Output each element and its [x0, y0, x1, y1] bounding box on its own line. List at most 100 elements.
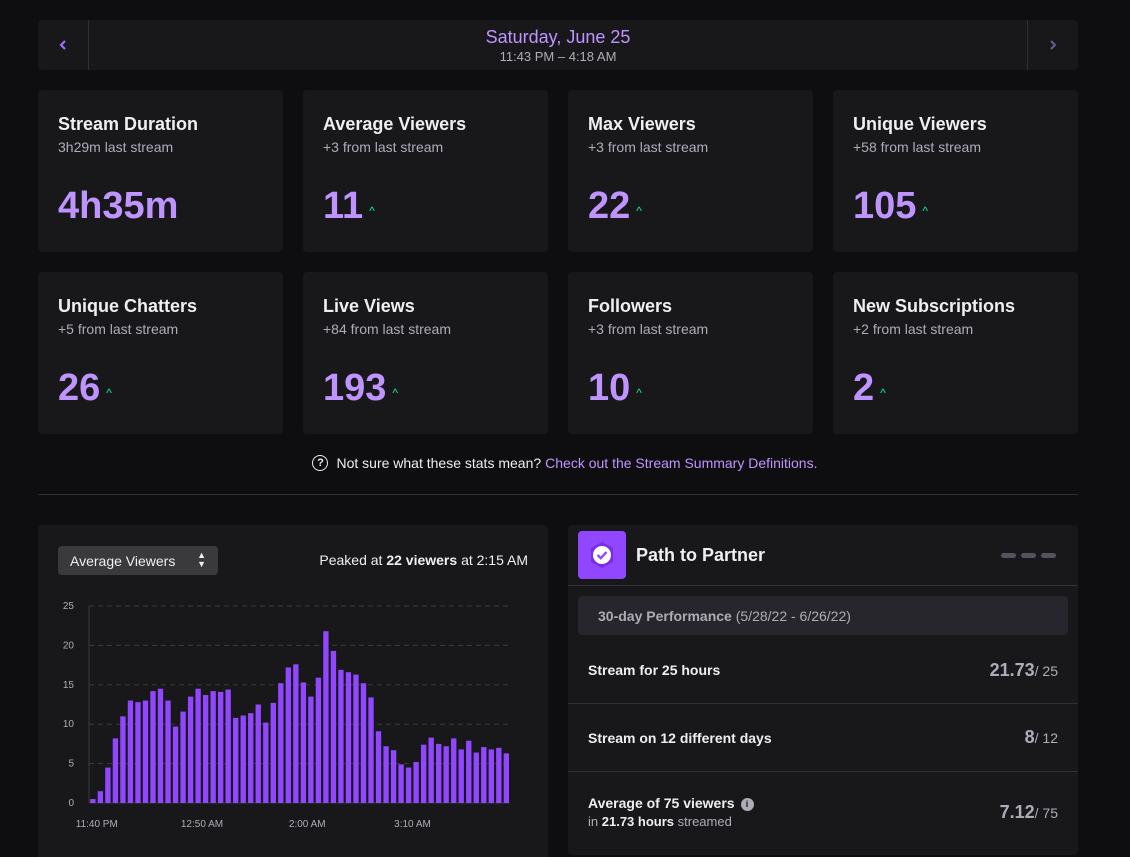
trend-up-icon: ^: [392, 386, 399, 400]
ptp-row-label: Average of 75 viewers: [588, 795, 735, 811]
metric-select[interactable]: Average Viewers ▲ ▼: [58, 546, 218, 575]
chart-bar[interactable]: [293, 664, 299, 803]
chart-bar[interactable]: [248, 713, 254, 803]
up-down-caret-icon: ▲ ▼: [197, 550, 206, 569]
chart-bar[interactable]: [496, 747, 502, 803]
chart-bar[interactable]: [451, 738, 457, 803]
stat-value: 2: [853, 367, 875, 409]
trend-up-icon: ^: [369, 204, 375, 218]
chart-bar[interactable]: [127, 700, 134, 803]
chart-bar[interactable]: [187, 696, 194, 803]
previous-stream-button[interactable]: [38, 20, 89, 70]
stat-card-followers: Followers +3 from last stream 10 ^: [568, 272, 813, 434]
date-navigator: Saturday, June 25 11:43 PM – 4:18 AM: [38, 20, 1078, 70]
chart-bar[interactable]: [503, 753, 509, 803]
chart-bar[interactable]: [263, 722, 269, 803]
chart-bar[interactable]: [240, 715, 246, 803]
stat-subtitle: 3h29m last stream: [58, 139, 174, 155]
stream-time-range: 11:43 PM – 4:18 AM: [499, 48, 617, 64]
chart-bar[interactable]: [323, 631, 329, 803]
chart-bar[interactable]: [180, 711, 186, 803]
chart-bar[interactable]: [443, 746, 449, 803]
stat-value: 4h35m: [58, 185, 179, 227]
stream-summary-definitions-link[interactable]: Check out the Stream Summary Definitions…: [545, 455, 818, 471]
chart-bar[interactable]: [105, 767, 111, 803]
chart-bar[interactable]: [345, 672, 352, 803]
ptp-row-total: / 75: [1034, 804, 1058, 821]
chart-bar[interactable]: [375, 731, 382, 803]
chart-bar[interactable]: [120, 716, 126, 803]
chart-bar[interactable]: [466, 740, 472, 803]
chart-bar[interactable]: [353, 674, 359, 803]
y-tick-label: 10: [63, 719, 75, 730]
ptp-row-value: 7.12: [999, 801, 1035, 822]
stat-value: 10: [588, 367, 631, 409]
chart-bar[interactable]: [458, 749, 464, 803]
stat-title: Average Viewers: [323, 114, 467, 134]
stat-title: Followers: [588, 296, 673, 316]
ptp-row-value: 21.73: [989, 659, 1035, 680]
chart-bar[interactable]: [338, 669, 344, 803]
stat-title: Live Views: [323, 296, 415, 316]
ptp-row-total: / 25: [1034, 662, 1058, 679]
ptp-sub-prefix: in: [588, 814, 599, 829]
stat-card-stream-duration: Stream Duration 3h29m last stream 4h35m: [38, 90, 283, 252]
chart-bar[interactable]: [383, 746, 389, 803]
chart-bar[interactable]: [278, 683, 284, 803]
info-icon[interactable]: i: [740, 797, 754, 811]
ptp-sub-hours: 21.73 hours: [601, 814, 675, 829]
chart-bar[interactable]: [315, 677, 322, 803]
chart-bar[interactable]: [360, 683, 367, 803]
stat-subtitle: +3 from last stream: [588, 139, 709, 155]
chart-bar[interactable]: [165, 700, 171, 803]
chart-bar[interactable]: [420, 744, 427, 803]
ptp-row-hours: Stream for 25 hours 21.73/ 25: [568, 637, 1078, 704]
chart-bar[interactable]: [233, 717, 239, 803]
chart-bar[interactable]: [195, 688, 201, 803]
stat-value: 11: [323, 185, 364, 227]
chart-bar[interactable]: [300, 682, 307, 803]
chart-bar[interactable]: [210, 691, 216, 803]
chart-bar[interactable]: [135, 702, 141, 803]
stats-help: ? Not sure what these stats mean? Check …: [0, 455, 1130, 471]
chart-bar[interactable]: [90, 799, 96, 803]
chart-bar[interactable]: [436, 743, 442, 803]
section-divider: [38, 494, 1078, 495]
stream-date: Saturday, June 25: [485, 26, 631, 47]
chart-bar[interactable]: [270, 702, 276, 803]
chart-bar[interactable]: [481, 747, 487, 803]
chart-bar[interactable]: [157, 688, 164, 803]
trend-up-icon: ^: [880, 386, 886, 400]
chart-bar[interactable]: [405, 767, 412, 803]
chart-bar[interactable]: [390, 750, 397, 803]
ptp-title: Path to Partner: [636, 544, 766, 565]
chart-bar[interactable]: [255, 704, 261, 804]
next-stream-button[interactable]: [1027, 20, 1078, 70]
chart-bar[interactable]: [428, 737, 434, 803]
stat-subtitle: +2 from last stream: [853, 321, 974, 337]
chart-bar[interactable]: [330, 650, 337, 803]
chart-bar[interactable]: [225, 689, 231, 803]
chart-bar[interactable]: [97, 791, 104, 803]
chart-bar[interactable]: [150, 691, 156, 803]
chart-bar[interactable]: [202, 695, 209, 803]
chart-bar[interactable]: [112, 738, 119, 803]
chart-bar[interactable]: [488, 749, 494, 803]
chart-bar[interactable]: [285, 667, 291, 803]
stat-card-average-viewers: Average Viewers +3 from last stream 11 ^: [303, 90, 548, 252]
chart-bar[interactable]: [308, 696, 314, 803]
chart-bar[interactable]: [218, 691, 224, 803]
x-tick-label: 11:40 PM: [76, 819, 118, 830]
stat-value: 105: [853, 185, 917, 227]
x-tick-label: 3:10 AM: [394, 819, 431, 830]
chart-bar[interactable]: [142, 700, 149, 803]
chart-bar[interactable]: [473, 752, 479, 803]
chart-bar[interactable]: [172, 726, 179, 803]
peak-summary: Peaked at 22 viewers at 2:15 AM: [319, 552, 528, 568]
chart-bar[interactable]: [398, 764, 404, 803]
stat-subtitle: +5 from last stream: [58, 321, 179, 337]
chart-bar[interactable]: [368, 697, 374, 803]
help-text: Not sure what these stats mean?: [336, 455, 542, 471]
y-tick-label: 5: [68, 759, 74, 770]
chart-bar[interactable]: [413, 762, 419, 803]
